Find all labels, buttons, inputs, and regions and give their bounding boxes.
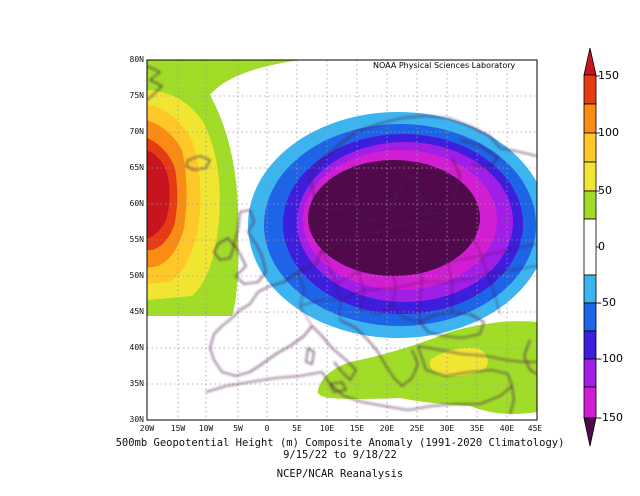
colorbar-swatch-p50 bbox=[583, 161, 597, 192]
colorbar-label: -150 bbox=[598, 411, 623, 424]
coast-kola-white-sea bbox=[459, 139, 537, 169]
lat-label: 75N bbox=[129, 91, 144, 100]
lon-label: 5E bbox=[292, 424, 302, 433]
negative-anomaly-europe bbox=[248, 112, 537, 338]
lon-label: 0 bbox=[264, 424, 270, 433]
colorbar-label: 100 bbox=[598, 126, 619, 139]
lat-label: 70N bbox=[129, 127, 144, 136]
coast-turkey bbox=[417, 345, 537, 377]
lat-label: 50N bbox=[129, 271, 144, 280]
lon-label: 10W bbox=[198, 424, 214, 433]
colorbar-swatch-m100 bbox=[583, 358, 597, 388]
map-area bbox=[147, 60, 537, 420]
coast-black-sea bbox=[419, 311, 485, 339]
coast-sardinia-corsica bbox=[305, 347, 315, 365]
caption-dates: 9/15/22 to 9/18/22 bbox=[283, 449, 397, 461]
colorbar-arrow-top bbox=[583, 47, 597, 76]
lat-label: 55N bbox=[129, 235, 144, 244]
graticule bbox=[147, 60, 537, 420]
coast-mainland-europe bbox=[209, 221, 436, 377]
coast-balkans-greece bbox=[339, 319, 419, 387]
coast-norway-sweden bbox=[309, 115, 501, 223]
colorbar-label: -50 bbox=[598, 296, 616, 309]
colorbar-label: -100 bbox=[598, 352, 623, 365]
positive-anomaly-northwest bbox=[147, 60, 300, 316]
coast-ireland bbox=[213, 237, 235, 261]
colorbar-label: 150 bbox=[598, 69, 619, 82]
coast-north-africa bbox=[205, 371, 513, 411]
lat-label: 80N bbox=[129, 55, 144, 64]
colorbar-swatch-m50 bbox=[583, 302, 597, 332]
lon-label: 40E bbox=[499, 424, 515, 433]
lon-label: 30E bbox=[439, 424, 455, 433]
borders bbox=[297, 221, 537, 327]
coast-iceland bbox=[185, 155, 211, 171]
coast-finland bbox=[413, 157, 461, 215]
colorbar-arrow-bottom bbox=[583, 417, 597, 447]
coast-levant bbox=[507, 373, 515, 415]
lon-label: 35E bbox=[469, 424, 485, 433]
lon-label: 20W bbox=[139, 424, 155, 433]
lon-label: 5W bbox=[233, 424, 243, 433]
colorbar-swatch-zero bbox=[583, 218, 597, 276]
lat-label: 40N bbox=[129, 343, 144, 352]
credit-label: NOAA Physical Sciences Laboratory bbox=[372, 61, 517, 70]
colorbar-swatch-m125 bbox=[583, 386, 597, 419]
colorbar-swatch-p25 bbox=[583, 190, 597, 220]
lat-label: 60N bbox=[129, 199, 144, 208]
caption-title: 500mb Geopotential Height (m) Composite … bbox=[115, 437, 565, 449]
coast-italy bbox=[311, 325, 357, 381]
caption-source: NCEP/NCAR Reanalysis bbox=[276, 468, 404, 480]
lon-label: 20E bbox=[379, 424, 395, 433]
colorbar-swatch-m25 bbox=[583, 274, 597, 304]
lon-label: 15W bbox=[170, 424, 186, 433]
map-frame bbox=[146, 59, 538, 421]
colorbar-label: 50 bbox=[598, 184, 612, 197]
coast-caspian bbox=[523, 339, 537, 375]
colorbar bbox=[583, 47, 600, 447]
lon-label: 15E bbox=[349, 424, 365, 433]
coastlines bbox=[147, 65, 537, 415]
colorbar-swatch-p100 bbox=[583, 103, 597, 134]
lat-label: 65N bbox=[129, 163, 144, 172]
colorbar-label: 0 bbox=[598, 240, 605, 253]
lon-label: 25E bbox=[409, 424, 425, 433]
coast-sicily bbox=[329, 381, 347, 393]
colorbar-swatch-p150 bbox=[583, 74, 597, 105]
colorbar-swatch-p75 bbox=[583, 132, 597, 163]
coast-greenland bbox=[147, 65, 163, 101]
colorbar-swatch-m75 bbox=[583, 330, 597, 360]
lat-label: 30N bbox=[129, 415, 144, 424]
lon-label: 45E bbox=[527, 424, 543, 433]
lon-label: 10E bbox=[319, 424, 335, 433]
lat-label: 35N bbox=[129, 379, 144, 388]
lat-label: 45N bbox=[129, 307, 144, 316]
coast-britain bbox=[233, 209, 267, 285]
